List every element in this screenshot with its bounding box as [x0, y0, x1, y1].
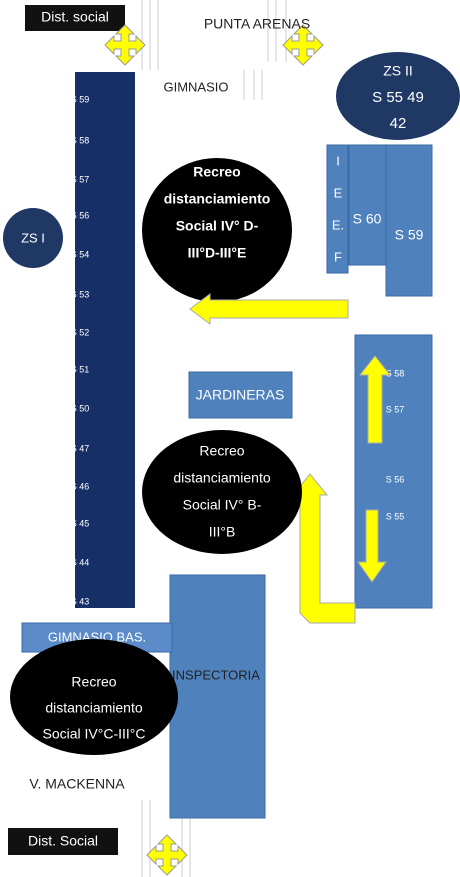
recess-line: Recreo	[193, 164, 240, 180]
room-label: S 51	[71, 364, 90, 374]
room-box	[326, 144, 349, 274]
room-letter: E	[334, 185, 343, 200]
zone-label: ZS II	[383, 63, 413, 79]
room-label: S 59	[395, 227, 424, 243]
recess-ellipse	[142, 430, 302, 554]
gym-basic-label: GIMNASIO BAS.	[48, 629, 146, 644]
street-label: V. MACKENNA	[29, 776, 125, 792]
room-label: S 57	[71, 174, 90, 184]
inspectorate-label: INSPECTORIA	[172, 667, 260, 682]
room-label: S 58	[386, 368, 405, 378]
recess-ellipse	[142, 158, 292, 302]
recess-text: Recreo distanciamiento Social IV° D- III°D-…	[164, 164, 271, 261]
room-label: S 57	[386, 404, 405, 414]
room-label: S 53	[71, 289, 90, 299]
room-box	[348, 144, 387, 266]
zone-ellipse	[336, 52, 460, 140]
recess-line: Social IV° D-	[176, 218, 259, 234]
room-label: S 59	[71, 94, 90, 104]
recess-line: Social IV°C-III°C	[43, 726, 146, 742]
recess-line: III°D-III°E	[188, 245, 247, 261]
room-label: S 45	[71, 518, 90, 528]
room-labels: S 59 S 58 S 57 S 56 S 54 S 53 S 52 S 51 S 50 S 47…	[71, 94, 90, 606]
zone-line: S 55 49	[372, 89, 424, 106]
room-label: S 56	[71, 210, 90, 220]
sign-text: Dist. social	[41, 9, 109, 25]
room-label: S 52	[71, 327, 90, 337]
access-arrow	[146, 834, 188, 876]
room-label: S 50	[71, 403, 90, 413]
zone-label: ZS I	[21, 230, 45, 245]
sign-box	[8, 828, 118, 855]
zone-line: 42	[390, 115, 407, 132]
planters-label: JARDINERAS	[196, 387, 285, 403]
sign-box	[25, 5, 125, 31]
room-label: S 54	[71, 249, 90, 259]
recess-line: Recreo	[71, 674, 116, 690]
flow-arrow	[357, 509, 387, 583]
gym-label: GIMNASIO	[163, 79, 228, 94]
room-box	[385, 144, 433, 297]
recess-line: Recreo	[199, 443, 244, 459]
room-letter: F	[334, 249, 342, 264]
room-label: S 47	[71, 443, 90, 453]
inspectorate-box	[169, 574, 266, 819]
classroom-column	[75, 72, 135, 608]
recess-line: III°B	[209, 524, 236, 540]
room-letter: I	[336, 153, 340, 168]
flow-arrow	[189, 293, 349, 325]
room-label: S 46	[71, 481, 90, 491]
room-label: S 44	[71, 557, 90, 567]
room-label: S 43	[71, 596, 90, 606]
recess-line: distanciamiento	[164, 191, 271, 207]
recess-line: distanciamiento	[45, 700, 142, 716]
recess-line: distanciamiento	[173, 470, 270, 486]
recess-ellipse	[10, 639, 178, 755]
flow-arrow	[291, 473, 356, 624]
room-label: S 56	[386, 474, 405, 484]
zone-circle	[3, 208, 63, 268]
room-label: S 55	[386, 511, 405, 521]
flow-arrow	[358, 355, 392, 444]
sign-text: Dist. Social	[28, 833, 98, 849]
recess-text: Recreo distanciamiento Social IV°C-III°C	[43, 674, 146, 742]
room-labels: S 58 S 57 S 56 S 55	[386, 368, 405, 521]
room-letter: E.	[332, 217, 344, 232]
room-label: S 58	[71, 135, 90, 145]
recess-text: Recreo distanciamiento Social IV° B- III°B	[173, 443, 270, 540]
recess-line: Social IV° B-	[183, 497, 262, 513]
room-letters: I E E. F	[332, 153, 344, 264]
room-label: S 60	[353, 211, 382, 227]
street-label: PUNTA ARENAS	[204, 16, 310, 32]
planters-box	[188, 371, 293, 419]
